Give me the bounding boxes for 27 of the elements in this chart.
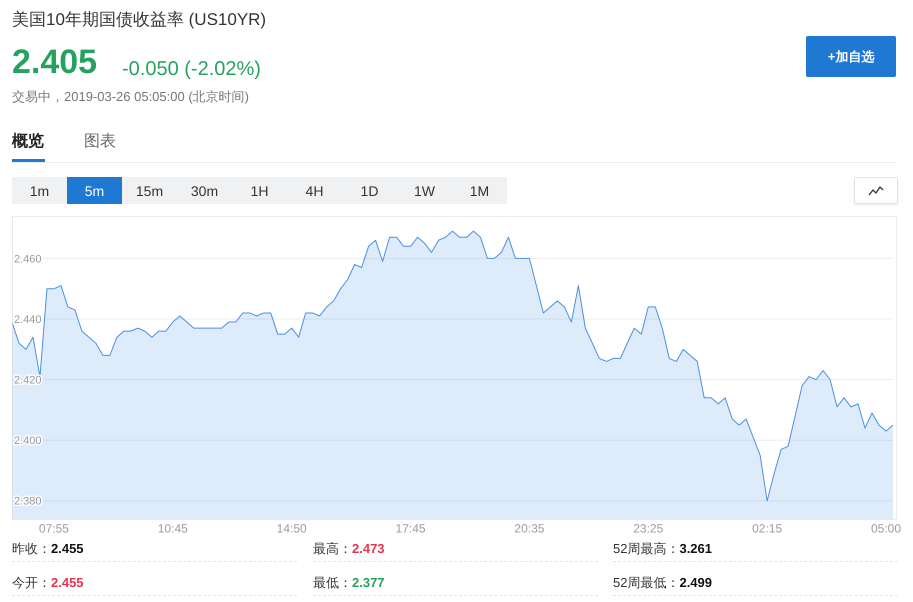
text: 图表 [84, 133, 116, 150]
x-tick-label: 10:45 [158, 522, 188, 536]
stat-row: 52周最高：3.261 [613, 537, 898, 562]
y-tick-label: 2.440 [14, 314, 42, 326]
add-button: +加自选 [806, 36, 896, 77]
y-tick-label: 2.460 [14, 253, 42, 266]
x-tick-label: 23:25 [633, 522, 664, 536]
x-tick-label: 02:15 [752, 522, 782, 536]
x-tick-label: 14:50 [276, 522, 308, 536]
stat-row: 52周最低：2.499 [613, 571, 898, 596]
text: 2.405 [12, 43, 98, 81]
x-tick-label: 17:45 [396, 522, 426, 536]
segmented-control: 1m 5m 15m 30m 1H 4H 1D 1W 1M [12, 177, 507, 204]
y-tick-label: 2.420 [14, 374, 42, 386]
stat-row: 昨收：2.455 [12, 537, 297, 562]
x-tick-label: 07:55 [38, 522, 70, 536]
x-tick-label: 20:35 [514, 522, 545, 536]
text: -0.050 (-2.02%) [122, 58, 261, 80]
stat-row: 最高：2.473 [313, 537, 598, 562]
stat-row: 最低：2.377 [313, 571, 598, 596]
stat-row: 今开：2.455 [12, 571, 297, 596]
text: 概览 [12, 133, 44, 150]
chart-title: 美国10年期国债收益率 (US10YR) [12, 10, 266, 29]
y-tick-label: 2.400 [14, 435, 42, 448]
y-tick-label: 2.380 [14, 496, 42, 508]
x-tick-label: 05:00 [870, 522, 902, 536]
text: 交易中，2019-03-26 05:05:00 (北京时间) [12, 89, 249, 104]
